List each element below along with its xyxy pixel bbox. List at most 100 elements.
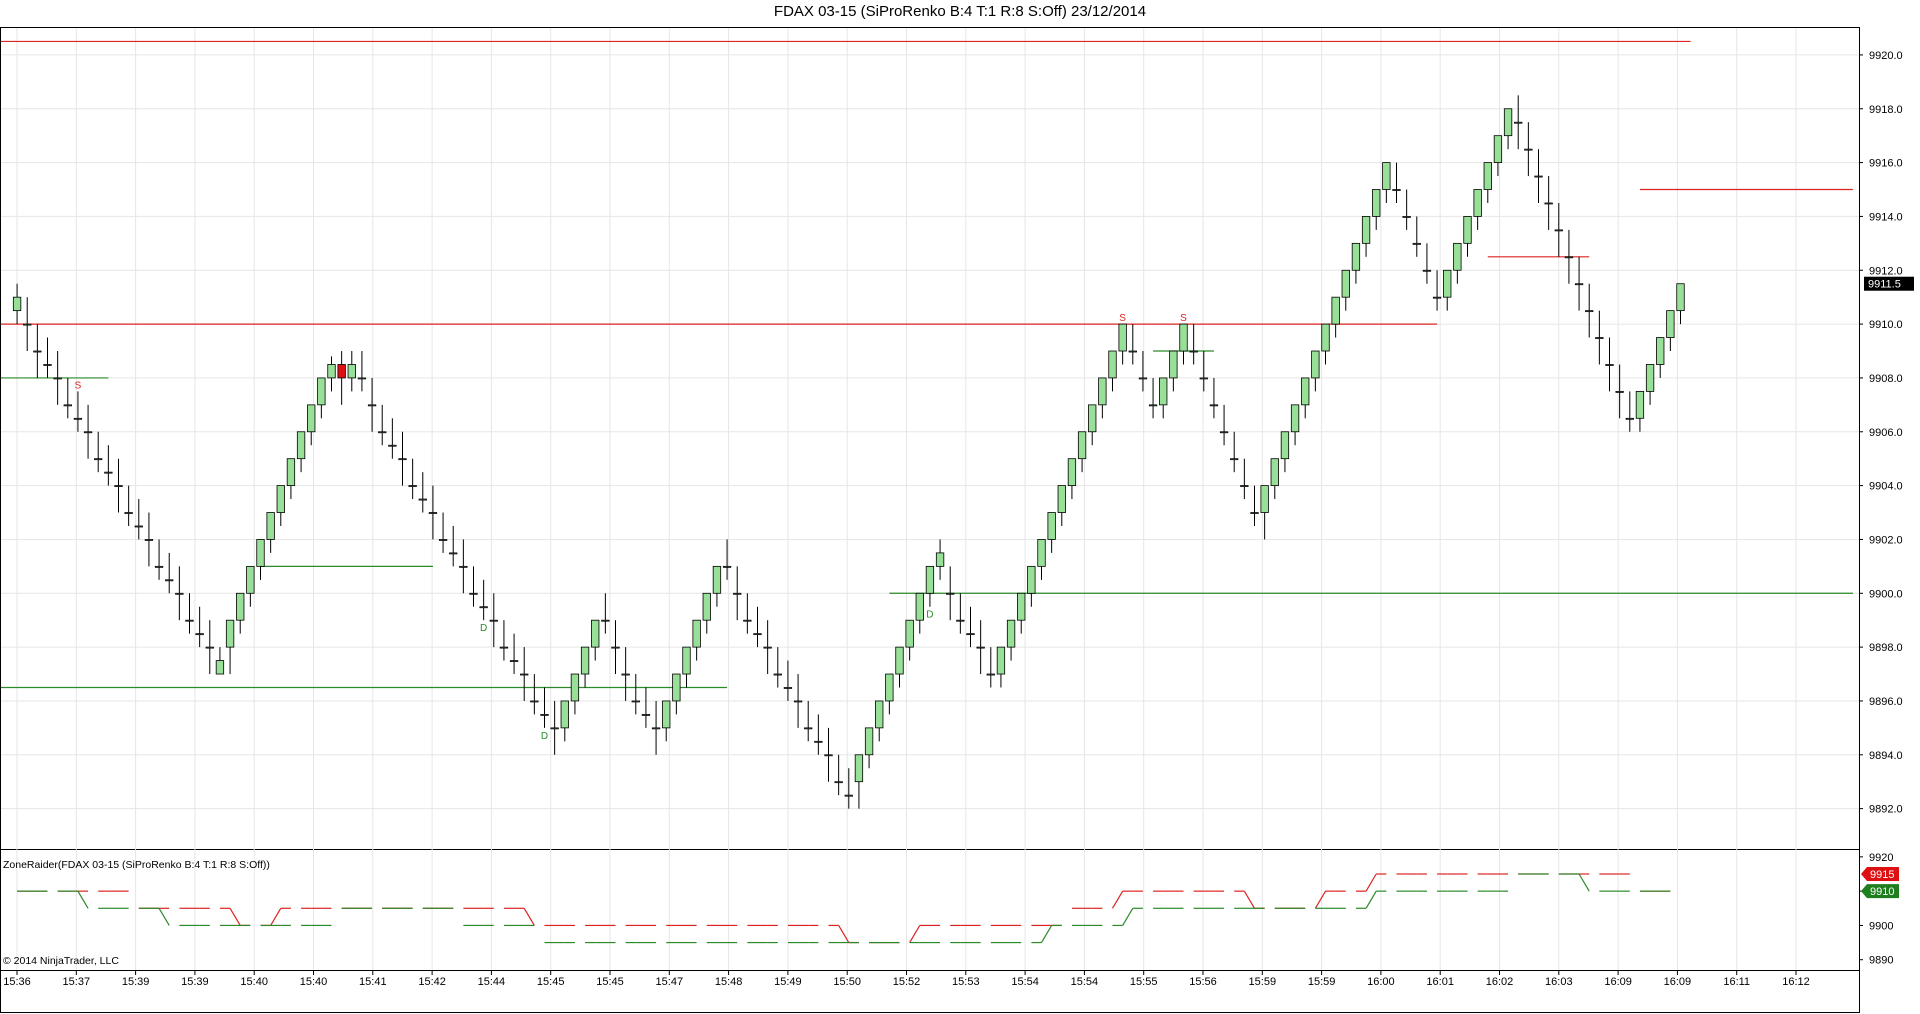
- candle-up: [23, 323, 32, 326]
- x-tick-label: 15:56: [1189, 976, 1217, 988]
- candle-up: [317, 377, 326, 406]
- candle-up: [591, 619, 600, 648]
- zoneraider-lower-line: [77, 890, 89, 909]
- candle-up: [215, 660, 225, 675]
- candle-up: [905, 619, 914, 648]
- x-tick-label: 15:39: [122, 976, 150, 988]
- x-tick-label: 15:47: [656, 976, 684, 988]
- lower-zone-label: 9910: [1870, 886, 1894, 898]
- zoneraider-upper-line: [1243, 890, 1256, 909]
- candle-up: [570, 673, 580, 702]
- candle-up: [560, 700, 569, 729]
- candle-up: [266, 512, 275, 540]
- upper-zone-marker: [1861, 867, 1899, 881]
- candle-up: [499, 646, 509, 649]
- candle-up: [1676, 283, 1685, 312]
- candle-up: [195, 633, 204, 636]
- x-tick-label: 16:09: [1664, 976, 1692, 988]
- candle-up: [1554, 229, 1563, 232]
- candle-up: [682, 646, 691, 675]
- candle-up: [408, 485, 417, 488]
- candle-up: [114, 485, 123, 488]
- y-tick-label: 9896.0: [1869, 696, 1903, 708]
- y-tick-label: 9892.0: [1869, 804, 1903, 816]
- y-tick-label: 9898.0: [1869, 642, 1903, 654]
- candle-up: [1645, 364, 1655, 392]
- candle-up: [763, 646, 772, 649]
- zoneraider-upper-line: [1111, 890, 1124, 909]
- candle-up: [1392, 189, 1401, 191]
- candle-up: [611, 646, 620, 649]
- candle-up: [935, 552, 945, 567]
- candle-up: [1219, 431, 1229, 434]
- x-tick-label: 16:03: [1545, 976, 1573, 988]
- candle-up: [1209, 404, 1219, 407]
- candle-up: [864, 727, 874, 756]
- candle-up: [966, 633, 975, 636]
- candle-up: [1270, 458, 1279, 487]
- y-tick-label: 9904.0: [1869, 481, 1903, 493]
- x-tick-label: 15:55: [1130, 976, 1158, 988]
- x-tick-label: 15:49: [774, 976, 802, 988]
- candle-up: [1402, 216, 1411, 218]
- candle-up: [1666, 310, 1675, 338]
- candle-up: [1432, 296, 1442, 299]
- candle-up: [1098, 377, 1107, 406]
- x-tick-label: 15:52: [893, 976, 921, 988]
- sell-signal: S: [75, 380, 82, 391]
- candle-up: [1138, 377, 1148, 380]
- candle-up: [540, 714, 549, 716]
- candle-up: [225, 619, 235, 648]
- candle-up: [1128, 350, 1137, 353]
- candle-up: [1057, 485, 1066, 513]
- candle-up: [94, 458, 103, 461]
- candle-up: [1006, 619, 1016, 648]
- candle-up: [1260, 485, 1269, 513]
- candle-up: [388, 444, 397, 447]
- demand-signal: D: [926, 610, 933, 621]
- last-price-marker: [1864, 276, 1914, 291]
- x-tick-label: 16:12: [1782, 976, 1810, 988]
- candle-up: [296, 431, 306, 460]
- candle-up: [783, 687, 793, 689]
- candle-up: [733, 592, 742, 595]
- candle-up: [895, 646, 904, 675]
- candle-up: [1382, 162, 1391, 190]
- candle-up: [1564, 256, 1574, 259]
- ind-y-tick-label: 9890: [1869, 955, 1893, 967]
- x-tick-label: 16:09: [1604, 976, 1632, 988]
- candle-up: [459, 565, 468, 568]
- candle-up: [1493, 135, 1503, 163]
- candle-up: [793, 700, 803, 703]
- candle-up: [530, 700, 539, 703]
- y-tick-label: 9902.0: [1869, 534, 1903, 546]
- candle-up: [773, 673, 782, 676]
- candle-up: [1199, 377, 1208, 380]
- candle-up: [165, 579, 174, 582]
- y-tick-label: 9894.0: [1869, 750, 1903, 762]
- candle-up: [1361, 216, 1371, 244]
- candle-up: [692, 619, 701, 648]
- candle-up: [154, 565, 164, 568]
- price-panel-frame: [0, 27, 1860, 850]
- candle-up: [418, 498, 427, 501]
- x-tick-label: 15:41: [359, 976, 387, 988]
- x-tick-label: 15:40: [240, 976, 268, 988]
- candle-up: [1189, 350, 1198, 353]
- candle-up: [469, 592, 478, 595]
- x-axis-frame: [0, 970, 1860, 1013]
- copyright-text: © 2014 NinjaTrader, LLC: [3, 955, 119, 967]
- candle-up: [1422, 269, 1432, 272]
- candle-up: [43, 364, 52, 366]
- candle-up: [134, 525, 143, 528]
- candle-up: [1108, 350, 1117, 379]
- candle-up: [651, 727, 661, 730]
- zoneraider-lower-line: [1040, 925, 1053, 943]
- zoneraider-upper-line: [838, 925, 850, 943]
- candle-up: [1585, 310, 1594, 313]
- y-tick-label: 9906.0: [1869, 427, 1903, 439]
- candle-up: [489, 619, 498, 622]
- candle-up: [398, 458, 407, 461]
- candle-up: [1463, 216, 1472, 244]
